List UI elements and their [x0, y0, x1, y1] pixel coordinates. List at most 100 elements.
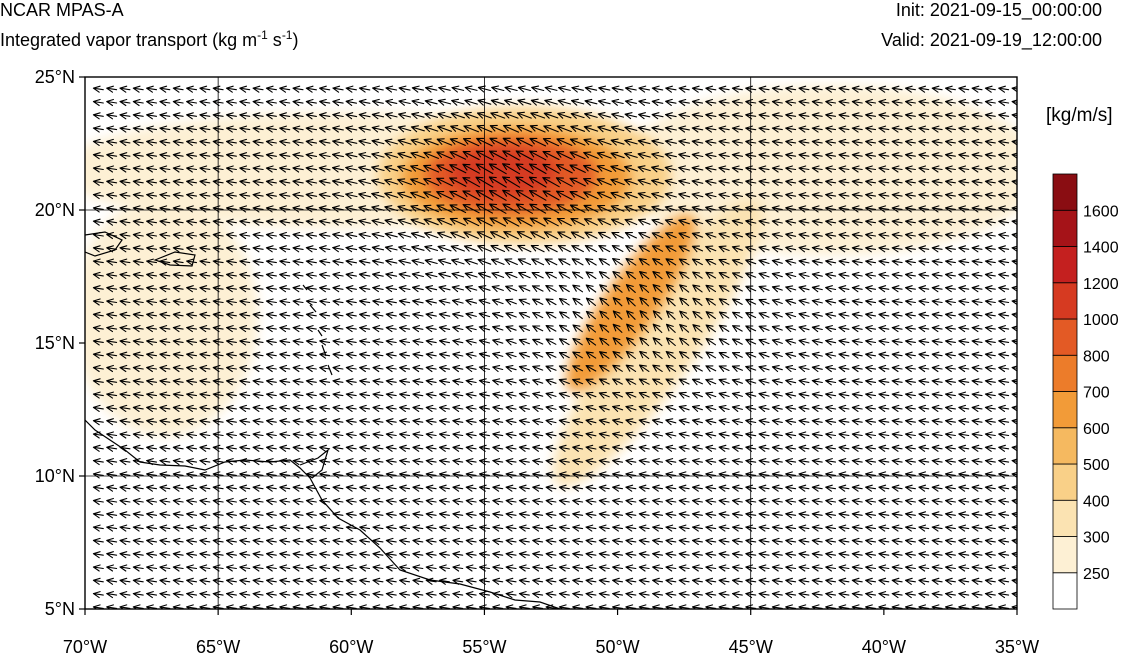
ivt-vector	[771, 338, 783, 346]
ivt-vector	[532, 471, 544, 479]
ivt-vector	[865, 591, 877, 599]
ivt-vector	[425, 364, 437, 373]
ivt-vector	[452, 351, 464, 359]
ivt-vector	[731, 551, 743, 559]
ivt-vector	[532, 418, 544, 426]
ivt-vector	[984, 591, 996, 599]
ivt-vector	[331, 178, 345, 186]
ivt-vector	[452, 577, 464, 585]
ivt-vector	[92, 311, 104, 319]
ivt-vector	[239, 378, 251, 386]
ivt-vector	[705, 591, 717, 599]
ivt-vector	[146, 484, 158, 492]
ivt-vector	[225, 564, 237, 572]
ivt-vector	[931, 178, 943, 186]
ivt-vector	[811, 178, 823, 186]
ivt-vector	[771, 404, 783, 412]
ivt-vector	[958, 431, 970, 439]
ivt-vector	[279, 391, 291, 399]
ivt-vector	[678, 378, 690, 386]
ivt-vector	[718, 564, 730, 572]
ivt-vector	[944, 404, 956, 412]
ivt-vector	[904, 152, 916, 160]
ivt-vector	[638, 391, 650, 399]
ivt-vector	[172, 591, 184, 599]
ivt-vector	[599, 297, 610, 307]
ivt-vector	[305, 444, 317, 452]
ivt-vector	[825, 431, 837, 439]
ivt-vector	[612, 551, 624, 559]
ivt-vector	[638, 564, 650, 572]
ivt-vector	[891, 258, 903, 266]
ivt-vector	[492, 471, 504, 479]
ivt-vector	[476, 137, 493, 147]
ivt-vector	[119, 218, 131, 226]
ivt-vector	[785, 112, 797, 120]
ivt-vector	[252, 112, 264, 120]
ivt-vector	[92, 564, 104, 572]
ivt-vector	[464, 98, 478, 106]
ivt-vector	[838, 231, 850, 240]
ivt-vector	[159, 178, 171, 186]
ivt-vector	[918, 524, 930, 532]
ivt-vector	[998, 192, 1010, 200]
ivt-vector	[585, 551, 597, 559]
ivt-vector	[598, 591, 610, 599]
ivt-vector	[984, 391, 996, 399]
ivt-vector	[305, 271, 317, 279]
ivt-vector	[384, 165, 399, 173]
ivt-vector	[878, 152, 890, 160]
ivt-vector	[332, 577, 344, 585]
ivt-vector	[558, 471, 570, 479]
ivt-vector	[745, 378, 757, 386]
ivt-vector	[505, 497, 517, 506]
ivt-vector	[731, 232, 744, 240]
ivt-vector	[318, 138, 331, 146]
ivt-vectors	[92, 85, 1017, 609]
ivt-vector	[159, 458, 171, 466]
ivt-vector	[225, 271, 237, 279]
ivt-vector	[159, 311, 171, 319]
ivt-vector	[532, 351, 544, 359]
ivt-vector	[452, 404, 464, 412]
ivt-vector	[931, 112, 943, 120]
ivt-vector	[878, 591, 890, 599]
ivt-vector	[465, 418, 477, 426]
ivt-vector	[984, 458, 996, 466]
ivt-vector	[399, 458, 411, 466]
ivt-vector	[92, 138, 104, 146]
ivt-vector	[891, 152, 903, 160]
ivt-vector	[731, 85, 743, 93]
ivt-vector	[878, 165, 890, 173]
ivt-vector	[944, 152, 956, 160]
ivt-vector	[691, 165, 704, 173]
ivt-vector	[305, 191, 318, 200]
ivt-vector	[423, 125, 439, 133]
ivt-vector	[478, 591, 490, 599]
ivt-vector	[384, 245, 398, 253]
ivt-vector	[146, 338, 158, 346]
ivt-vector	[372, 484, 384, 492]
ivt-vector	[585, 365, 597, 372]
ivt-vector	[478, 365, 490, 373]
ivt-vector	[878, 458, 890, 466]
ivt-vector	[92, 125, 104, 133]
ivt-vector	[292, 524, 304, 532]
ivt-vector	[412, 418, 424, 426]
ivt-vector	[532, 458, 544, 466]
ivt-vector	[971, 152, 983, 160]
ivt-vector	[119, 178, 131, 186]
colorbar-box	[1052, 173, 1078, 211]
ivt-vector	[305, 178, 318, 186]
ivt-vector	[239, 484, 251, 492]
ivt-vector	[958, 258, 970, 266]
ivt-vector	[542, 137, 560, 147]
ivt-vector	[971, 391, 983, 399]
ivt-vector	[359, 378, 371, 386]
ivt-vector	[904, 138, 916, 146]
ivt-vector	[798, 537, 810, 545]
ivt-vector	[252, 338, 264, 346]
ivt-vector	[186, 444, 198, 452]
ivt-vector	[624, 112, 638, 120]
ivt-vector	[172, 458, 184, 466]
